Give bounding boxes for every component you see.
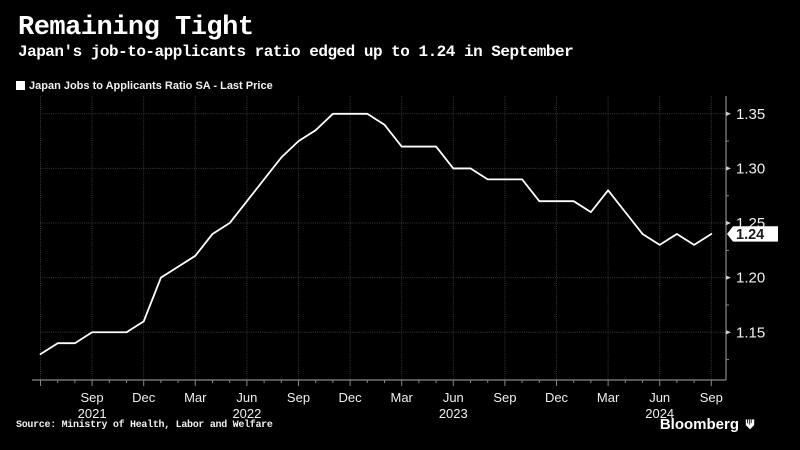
- svg-text:Mar: Mar: [184, 390, 207, 405]
- svg-text:2021: 2021: [78, 406, 107, 421]
- svg-text:Jun: Jun: [649, 390, 670, 405]
- svg-text:2024: 2024: [645, 406, 674, 421]
- svg-text:Sep: Sep: [287, 390, 310, 405]
- svg-text:Mar: Mar: [391, 390, 414, 405]
- svg-text:Dec: Dec: [339, 390, 363, 405]
- svg-text:Jun: Jun: [443, 390, 464, 405]
- svg-text:1.20: 1.20: [736, 270, 765, 287]
- svg-text:Jun: Jun: [236, 390, 257, 405]
- svg-text:Sep: Sep: [493, 390, 516, 405]
- svg-text:2023: 2023: [439, 406, 468, 421]
- svg-text:1.24: 1.24: [736, 227, 764, 243]
- svg-text:Sep: Sep: [81, 390, 104, 405]
- svg-text:1.15: 1.15: [736, 324, 765, 341]
- svg-text:Sep: Sep: [700, 390, 723, 405]
- svg-text:Dec: Dec: [132, 390, 156, 405]
- svg-text:Mar: Mar: [597, 390, 620, 405]
- svg-text:1.35: 1.35: [736, 106, 765, 123]
- svg-text:Dec: Dec: [545, 390, 569, 405]
- svg-text:2022: 2022: [232, 406, 261, 421]
- svg-text:1.30: 1.30: [736, 160, 765, 177]
